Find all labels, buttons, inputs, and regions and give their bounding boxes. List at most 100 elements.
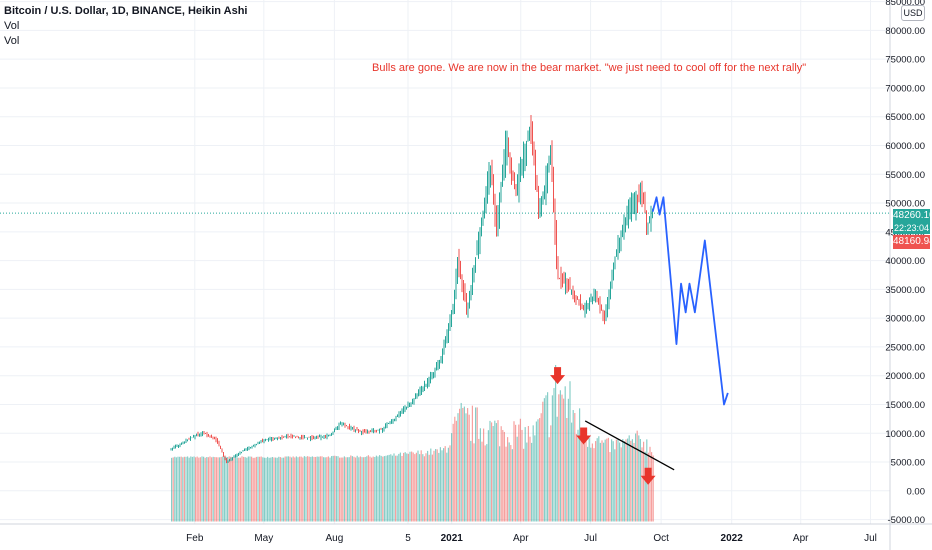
- volume-bar: [375, 455, 377, 522]
- volume-bar: [550, 425, 552, 522]
- volume-bar: [345, 457, 347, 522]
- time-tick-label: 2021: [441, 533, 464, 544]
- chart-grid: [0, 0, 890, 524]
- volume-bar: [572, 410, 574, 522]
- volume-bar: [225, 456, 227, 522]
- volume-bar: [271, 456, 273, 522]
- volume-bar: [443, 448, 445, 522]
- volume-bar: [350, 455, 352, 522]
- symbol-title[interactable]: Bitcoin / U.S. Dollar, 1D, BINANCE, Heik…: [4, 5, 248, 17]
- volume-bar: [484, 445, 486, 522]
- volume-bar: [419, 454, 421, 522]
- volume-bar: [292, 456, 294, 522]
- volume-bar: [531, 442, 533, 522]
- down-arrow-marker: [576, 427, 592, 445]
- volume-bar: [513, 421, 515, 522]
- volume-bar: [367, 455, 369, 522]
- volume-bar: [539, 418, 541, 522]
- volume-bar: [383, 456, 385, 522]
- volume-bar: [556, 416, 558, 522]
- down-arrow-marker: [550, 367, 566, 385]
- volume-trendline: [584, 420, 675, 471]
- volume-bar: [497, 420, 499, 522]
- volume-bar: [462, 407, 464, 522]
- volume-bar: [387, 455, 389, 522]
- volume-bar: [628, 435, 630, 522]
- price-tick-label: 30000.00: [885, 314, 925, 325]
- price-axis[interactable]: -5000.00 0.00 5000.00 10000.00 15000.00 20000…: [885, 0, 925, 550]
- volume-bar: [468, 414, 470, 522]
- volume-bar: [359, 456, 361, 522]
- volume-bar: [553, 388, 555, 522]
- volume-bar: [262, 457, 264, 522]
- time-tick-label: May: [254, 533, 273, 544]
- volume-bar: [643, 441, 645, 522]
- volume-bar: [215, 457, 217, 522]
- volume-bar: [291, 457, 293, 522]
- volume-bar: [590, 447, 592, 522]
- volume-bar: [563, 398, 565, 522]
- time-axis[interactable]: Feb May Aug 5 2021 Apr Jul Oct 2022 Apr Jul: [0, 523, 932, 544]
- volume-bar: [515, 424, 517, 522]
- volume-bar: [604, 439, 606, 522]
- volume-bar: [190, 456, 192, 522]
- volume-indicator-label-2[interactable]: Vol: [4, 35, 20, 47]
- volume-bar: [204, 457, 206, 522]
- price-tick-label: 15000.00: [885, 400, 925, 411]
- price-tick-label: 20000.00: [885, 371, 925, 382]
- volume-bar: [331, 456, 333, 522]
- volume-bar: [489, 420, 491, 522]
- volume-bar: [339, 457, 341, 522]
- volume-bar: [567, 398, 569, 522]
- volume-bar: [519, 418, 521, 522]
- volume-bar: [255, 456, 257, 522]
- volume-bar: [476, 407, 478, 522]
- volume-bar: [275, 457, 277, 522]
- volume-bar: [470, 440, 472, 522]
- volume-bar: [283, 457, 285, 522]
- volume-bar: [343, 456, 345, 522]
- volume-bar: [638, 435, 640, 522]
- volume-bar: [630, 440, 632, 522]
- volume-bar: [414, 454, 416, 522]
- volume-bar: [479, 428, 481, 522]
- drawing-overlays: [0, 196, 890, 485]
- volume-bar: [473, 443, 475, 522]
- volume-indicator-label[interactable]: Vol: [4, 20, 20, 32]
- volume-bar: [483, 428, 485, 522]
- volume-bar: [564, 386, 566, 522]
- volume-bar: [425, 453, 427, 522]
- volume-bar: [246, 457, 248, 522]
- volume-bar: [206, 456, 208, 522]
- time-tick-label: Apr: [793, 533, 809, 544]
- volume-bar: [380, 455, 382, 522]
- volume-bar: [508, 442, 510, 522]
- volume-bar: [214, 457, 216, 522]
- volume-bar: [379, 455, 381, 522]
- currency-button[interactable]: USD: [901, 5, 925, 21]
- volume-bar: [201, 456, 203, 522]
- volume-bar: [307, 456, 309, 522]
- price-tick-label: 35000.00: [885, 285, 925, 296]
- volume-bar: [329, 457, 331, 522]
- volume-bar: [212, 456, 214, 522]
- volume-bar: [374, 457, 376, 522]
- volume-bar: [399, 452, 401, 522]
- volume-bar: [609, 452, 611, 522]
- volume-bar: [388, 454, 390, 522]
- volume-bar: [460, 402, 462, 522]
- volume-bar: [355, 457, 357, 522]
- volume-bar: [511, 449, 513, 522]
- volume-bar: [423, 456, 425, 522]
- volume-bar: [193, 456, 195, 522]
- volume-bar: [620, 447, 622, 522]
- volume-bar: [217, 457, 219, 522]
- volume-bar: [279, 457, 281, 522]
- volume-bar: [363, 457, 365, 522]
- volume-bar: [649, 446, 651, 522]
- volume-bar: [644, 451, 646, 522]
- price-tick-label: 65000.00: [885, 112, 925, 123]
- volume-bar: [177, 456, 179, 522]
- chart-legend: Bitcoin / U.S. Dollar, 1D, BINANCE, Heik…: [4, 4, 247, 49]
